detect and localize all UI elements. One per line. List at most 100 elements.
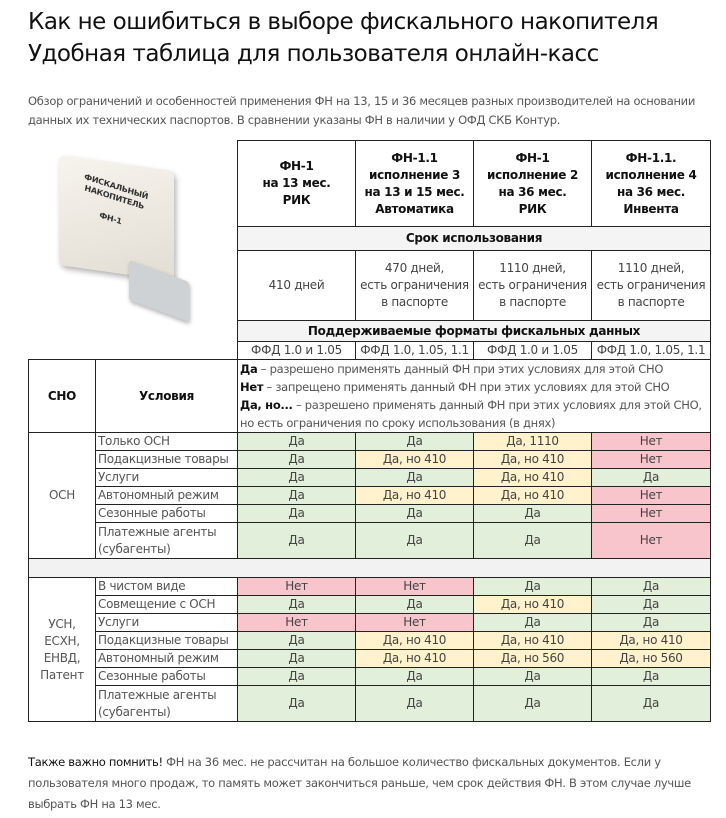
value-cell: Да, но 560 [473,649,592,668]
value-cell: Да [355,685,474,722]
value-cell: Да [355,595,474,614]
text-line: ФН-1 [279,159,314,173]
value-cell: Да, но 410 [473,631,592,650]
note: Также важно помнить! ФН на 36 мес. не ра… [28,752,713,815]
condition-cell: Автономный режим [95,486,238,505]
table-row: Платежные агенты (субагенты) Да Да Да Да [29,685,711,722]
value-cell: Да [237,595,356,614]
condition-cell: Совмещение с ОСН [95,595,238,614]
value-cell: Да [473,667,592,686]
value-cell: Да [591,468,711,487]
usage-cell: 470 дней, есть ограничения в паспорте [355,250,474,321]
text-line: Платежные агенты [98,687,217,702]
value-cell: Нет [591,432,711,451]
condition-cell: Сезонные работы [95,667,238,686]
value-cell: Да [237,486,356,505]
condition-cell: В чистом виде [95,577,238,596]
value-cell: Нет [355,577,474,596]
text-line: (субагенты) [98,704,171,719]
value-cell: Да [591,613,711,632]
title-line-2: Удобная таблица для пользователя онлайн-… [28,41,599,67]
legend-key: Нет [240,380,264,394]
column-header: ФН-1 на 13 мес. РИК [237,140,356,227]
text-line: Только ОСН [98,434,170,448]
product-image: ФИСКАЛЬНЫЙ НАКОПИТЕЛЬ ФН-1 [28,140,238,360]
condition-cell: Сезонные работы [95,504,238,523]
text-line: Подакцизные товары [98,452,229,466]
column-header: ФН-1 исполнение 2 на 36 мес. РИК [473,140,592,227]
value-cell: Да [591,595,711,614]
text-line: В чистом виде [98,579,186,593]
page-title: Как не ошибиться в выборе фискального на… [28,6,659,70]
text-line: Патент [40,667,84,682]
value-cell: Да [237,522,356,559]
note-bold: Также важно помнить! [28,755,163,769]
value-cell: Нет [355,613,474,632]
text-line: на 13 и 15 мес. [364,184,465,199]
sno-cell: ОСН [28,432,96,559]
value-cell: Да, но 560 [591,649,711,668]
text-line: ФН-1.1 [391,150,438,165]
formats-cell: ФФД 1.0, 1.05, 1.1 [591,341,711,360]
table-row: Услуги Да Да Да, но 410 Да [29,468,711,487]
value-cell: Да [473,577,592,596]
condition-cell: Автономный режим [95,649,238,668]
text-line: РИК [518,201,547,216]
value-cell: Да [237,468,356,487]
condition-cell: Платежные агенты (субагенты) [95,522,238,559]
condition-cell: Подакцизные товары [95,631,238,650]
value-cell: Да [355,667,474,686]
legend-item: Да – разрешено применять данный ФН при э… [240,361,708,379]
text-line: исполнение 2 [486,167,579,182]
value-cell: Да, но 410 [355,450,474,469]
text-line: есть ограничения [360,278,469,292]
text-line: РИК [282,193,311,207]
sno-cell: УСН, ЕСХН, ЕНВД, Патент [28,577,96,722]
table-row: Сезонные работы Да Да Да Да [29,667,711,686]
table-row: Автономный режим Да Да, но 410 Да, но 560 Да… [29,649,711,668]
value-cell: Да [237,450,356,469]
formats-cell: ФФД 1.0 и 1.05 [473,341,592,360]
text-line: Подакцизные товары [98,633,229,647]
text-line: Автоматика [375,201,454,216]
condition-cell: Только ОСН [95,432,238,451]
column-header: ФН-1.1 исполнение 3 на 13 и 15 мес. Автомат… [355,140,474,227]
value-cell: Да, но 410 [473,595,592,614]
value-cell: Да, 1110 [473,432,592,451]
conditions-header: Условия [95,359,238,433]
text-line: на 36 мес. [498,184,567,199]
text-line: 410 дней [268,278,325,292]
text-line: Услуги [98,470,139,484]
value-cell: Да, но 410 [591,631,711,650]
legend-text: – разрешено применять данный ФН при этих… [257,362,664,376]
value-cell: Нет [237,613,356,632]
intro-text: Обзор ограничений и особенностей примене… [28,94,696,127]
text-line: в паспорте [617,295,685,309]
usage-cell: 1110 дней, есть ограничения в паспорте [473,250,592,321]
legend-item: Да, но... – разрешено применять данный Ф… [240,396,708,432]
title-line-1: Как не ошибиться в выборе фискального на… [28,9,659,35]
text-line: Платежные агенты [98,524,217,539]
value-cell: Да [237,504,356,523]
text-line: ЕСХН, [44,633,80,648]
table-row: УСН, ЕСХН, ЕНВД, Патент В чистом виде Нет Нет Д… [28,577,711,722]
legend-key: Да [240,362,258,376]
legend-key: Да, но... [240,398,293,412]
text-line: есть ограничения [596,278,706,292]
text-line: в паспорте [499,295,566,309]
text-line: ОСН [49,488,75,502]
value-cell: Да [473,504,592,523]
value-cell: Нет [591,504,711,523]
text-line: Инвента [623,201,679,216]
text-line: на 13 мес. [262,176,331,190]
value-cell: Нет [591,450,711,469]
value-cell: Да [591,577,711,596]
condition-cell: Подакцизные товары [95,450,238,469]
text-line: УСН, [48,616,76,631]
text-line: Услуги [98,615,139,629]
text-line: исполнение 4 [605,167,697,182]
text-line: (субагенты) [98,541,171,556]
value-cell: Да [355,522,474,559]
value-cell: Да [591,667,711,686]
value-cell: Да [237,667,356,686]
